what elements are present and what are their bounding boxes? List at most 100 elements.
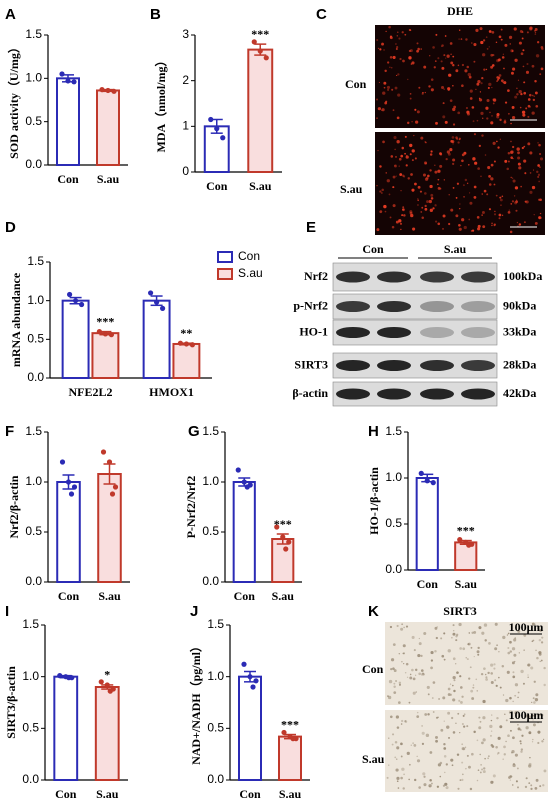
micrograph-speck [470, 689, 474, 693]
micrograph-speck [483, 667, 486, 670]
micrograph-speck [450, 61, 454, 65]
micrograph-speck [441, 45, 443, 47]
micrograph-speck [504, 159, 508, 163]
micrograph-speck [532, 723, 536, 727]
data-point [281, 729, 287, 736]
micrograph-speck [528, 93, 532, 97]
micrograph-speck [490, 744, 494, 747]
y-tick-label: 0.0 [207, 772, 224, 786]
micrograph-speck [462, 747, 466, 751]
micrograph-speck [543, 666, 546, 670]
micrograph-speck [493, 183, 496, 186]
micrograph-speck [501, 214, 504, 216]
y-tick-label: 0.0 [22, 772, 39, 786]
micrograph-speck [383, 81, 387, 85]
micrograph-speck [534, 30, 536, 32]
micrograph-speck [461, 778, 464, 781]
micrograph-speck [513, 27, 517, 31]
micrograph-speck [379, 210, 383, 214]
micrograph-speck [452, 731, 456, 734]
micrograph-speck [455, 639, 458, 642]
micrograph-speck [524, 200, 527, 203]
micrograph-speck [472, 684, 475, 686]
micrograph-speck [429, 169, 432, 172]
micrograph-speck [453, 630, 455, 632]
micrograph-speck [439, 775, 442, 778]
micrograph-speck [512, 736, 515, 740]
micrograph-speck [396, 116, 400, 120]
micrograph-speck [400, 189, 402, 192]
micrograph-speck [401, 719, 404, 723]
micrograph-speck [409, 29, 412, 31]
micrograph-speck [395, 768, 399, 772]
micrograph-speck [458, 138, 460, 141]
micrograph-speck [472, 686, 475, 689]
micrograph-speck [397, 701, 401, 704]
micrograph-speck [395, 175, 397, 177]
micrograph-speck [492, 102, 495, 105]
micrograph-speck [534, 31, 537, 34]
micrograph-speck [430, 666, 433, 670]
micrograph-speck [500, 38, 503, 41]
micrograph-speck [480, 672, 484, 676]
y-axis-label: mRNA abundance [9, 272, 23, 367]
micrograph-speck [416, 42, 419, 45]
micrograph-speck [487, 165, 491, 170]
micrograph-speck [517, 79, 520, 81]
micrograph-speck [392, 109, 395, 112]
micrograph-speck [428, 199, 432, 204]
micrograph-speck [458, 622, 462, 627]
protein-label: β-actin [292, 386, 328, 400]
micrograph-speck [514, 637, 517, 639]
micrograph-speck [410, 213, 414, 218]
micrograph-speck [442, 102, 445, 105]
data-point [112, 484, 119, 490]
micrograph-speck [420, 48, 423, 50]
micrograph-speck [514, 58, 518, 62]
micrograph-speck [386, 179, 390, 183]
micrograph-speck [456, 753, 460, 756]
micrograph-speck [496, 716, 499, 720]
micrograph-speck [430, 193, 434, 197]
row-label: Con [362, 662, 384, 676]
micrograph-speck [442, 696, 446, 700]
micrograph-speck [417, 198, 419, 200]
data-point [102, 331, 109, 337]
micrograph-speck [400, 154, 404, 158]
micrograph-speck [388, 764, 390, 766]
micrograph-speck [414, 182, 417, 186]
micrograph-speck [433, 66, 436, 69]
micrograph-speck [411, 120, 413, 123]
micrograph-speck [519, 729, 522, 731]
micrograph-speck [476, 119, 479, 122]
micrograph-speck [525, 777, 528, 780]
micrograph-speck [407, 121, 410, 125]
micrograph-speck [396, 758, 398, 760]
micrograph-speck [539, 198, 542, 202]
micrograph-speck [449, 693, 452, 696]
micrograph-speck [475, 28, 479, 32]
micrograph-speck [404, 135, 407, 138]
micrograph-speck [396, 780, 399, 783]
micrograph-speck [422, 173, 426, 177]
micrograph-speck [496, 115, 500, 119]
micrograph-speck [388, 679, 393, 684]
micrograph-speck [527, 115, 530, 118]
micrograph-speck [383, 204, 387, 209]
micrograph-speck [481, 768, 484, 771]
data-point [283, 546, 289, 552]
micrograph-speck [393, 136, 397, 140]
micrograph-speck [529, 151, 533, 155]
micrograph-speck [402, 59, 405, 63]
micrograph-speck [434, 626, 438, 630]
micrograph-speck [518, 166, 522, 170]
micrograph-speck [473, 133, 477, 136]
micrograph-speck [376, 98, 379, 101]
micrograph-speck [401, 767, 405, 771]
size-label: 90kDa [503, 298, 536, 312]
y-axis-label: SOD activity（U/mg） [6, 41, 21, 159]
micrograph-speck [435, 33, 438, 36]
micrograph-speck [418, 786, 421, 789]
micrograph-speck [520, 185, 522, 188]
y-tick-label: 1.5 [385, 424, 402, 438]
